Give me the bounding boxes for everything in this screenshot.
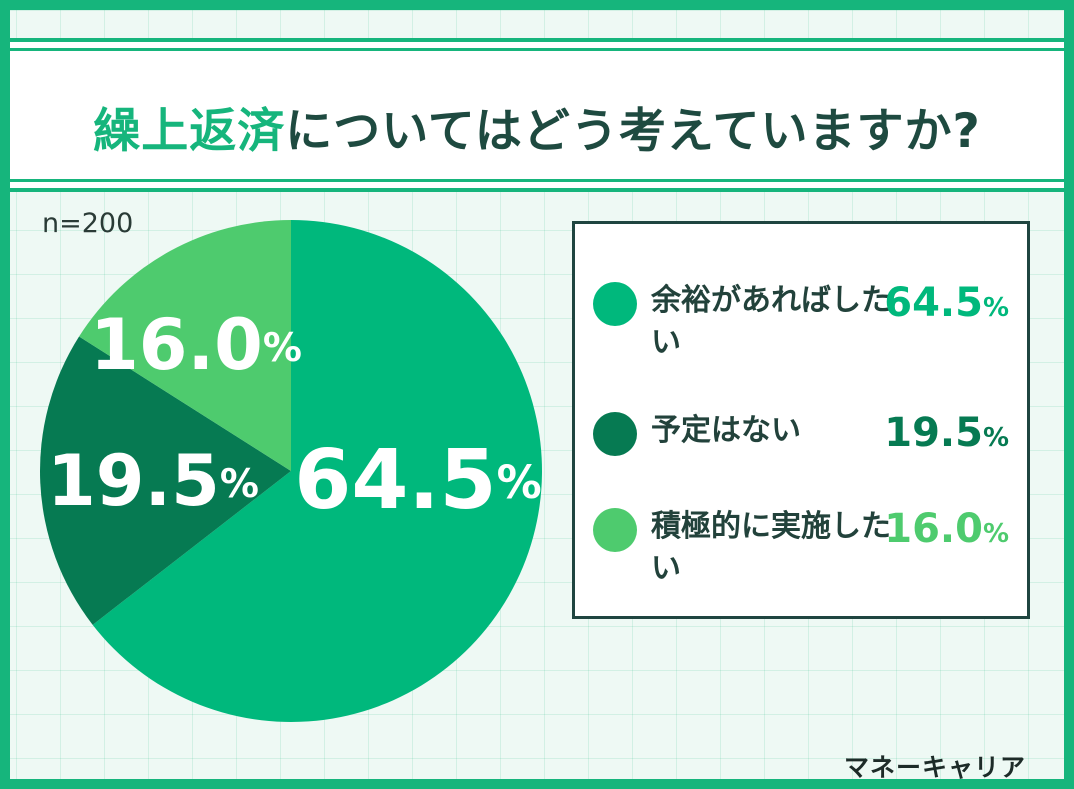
legend-unit-1: % bbox=[982, 423, 1009, 453]
legend-dot-0 bbox=[593, 282, 637, 326]
title-banner: 繰上返済についてはどう考えていますか? bbox=[10, 38, 1064, 192]
brand-logo: マネーキャリア bbox=[843, 753, 1026, 782]
pie-slice-0 bbox=[92, 220, 543, 723]
title-rest: についてはどう考えていますか? bbox=[285, 104, 981, 159]
sample-size-label: n=200 bbox=[42, 208, 134, 239]
legend-value-2: 16.0% bbox=[884, 506, 1009, 557]
legend-dot-1 bbox=[593, 412, 637, 456]
legend: 余裕があればしたい 64.5% 予定はない 19.5% 積極的に実施したい 16… bbox=[572, 221, 1030, 619]
pie-slice-2 bbox=[79, 220, 291, 471]
chart-title: 繰上返済についてはどう考えていますか? bbox=[10, 92, 1064, 161]
pie-label-1: 19.5% bbox=[47, 440, 259, 522]
pie-chart: 64.5% 19.5% 16.0% bbox=[40, 220, 543, 723]
pie-slice-1 bbox=[40, 336, 292, 625]
legend-value-1: 19.5% bbox=[884, 410, 1009, 461]
legend-number-0: 64.5 bbox=[884, 280, 983, 326]
legend-number-2: 16.0 bbox=[884, 506, 983, 552]
legend-label-0: 余裕があればしたい bbox=[651, 283, 891, 360]
legend-label-1: 予定はない bbox=[651, 413, 801, 448]
legend-dot-2 bbox=[593, 508, 637, 552]
title-accent: 繰上返済 bbox=[93, 104, 286, 159]
legend-unit-2: % bbox=[982, 519, 1009, 549]
pie-label-0: 64.5% bbox=[294, 433, 541, 528]
pie-label-2: 16.0% bbox=[90, 304, 302, 386]
legend-value-0: 64.5% bbox=[884, 280, 1009, 331]
legend-number-1: 19.5 bbox=[884, 410, 983, 456]
legend-unit-0: % bbox=[982, 293, 1009, 323]
legend-label-2: 積極的に実施したい bbox=[651, 509, 891, 586]
